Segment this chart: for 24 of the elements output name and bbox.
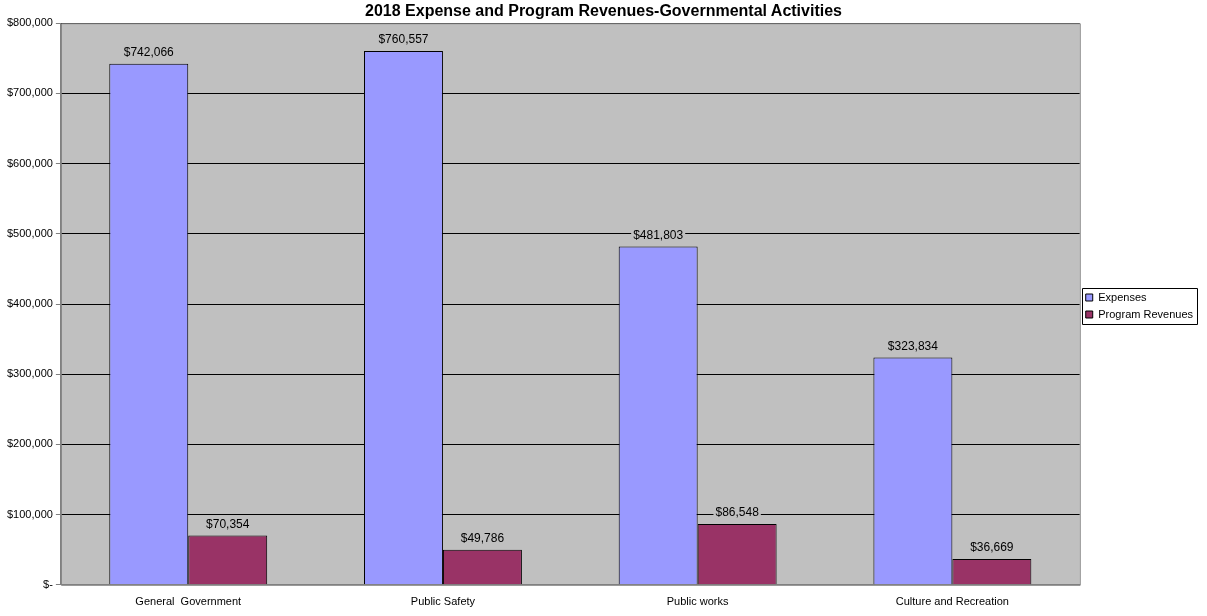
x-tick-label: Culture and Recreation — [895, 595, 1009, 608]
x-tick-label: Public Safety — [410, 595, 476, 608]
data-label: $742,066 — [123, 45, 175, 60]
data-label: $49,786 — [460, 531, 505, 546]
y-tick-label: $700,000 — [6, 86, 53, 99]
y-tick-label: $300,000 — [6, 367, 53, 380]
y-tick-label: $- — [43, 577, 54, 590]
y-tick-label: $500,000 — [6, 226, 53, 239]
y-tick-label: $800,000 — [6, 16, 53, 29]
data-label: $86,548 — [715, 505, 760, 520]
x-tick-label: General Government — [135, 595, 242, 608]
data-label: $70,354 — [206, 516, 250, 531]
chart-title: 2018 Expense and Program Revenues-Governmental Activities — [365, 2, 843, 20]
data-label: $481,803 — [633, 227, 684, 242]
data-label: $36,669 — [970, 540, 1014, 555]
x-tick-label: Public works — [666, 595, 730, 608]
y-tick-label: $100,000 — [6, 507, 53, 520]
legend-label: Program Revenues — [1098, 307, 1194, 320]
legend-label: Expenses — [1098, 290, 1148, 303]
data-label: $760,557 — [378, 32, 429, 47]
y-tick-label: $400,000 — [6, 297, 53, 310]
y-tick-label: $200,000 — [6, 437, 53, 450]
y-tick-label: $600,000 — [6, 156, 53, 169]
data-label: $323,834 — [887, 338, 939, 353]
